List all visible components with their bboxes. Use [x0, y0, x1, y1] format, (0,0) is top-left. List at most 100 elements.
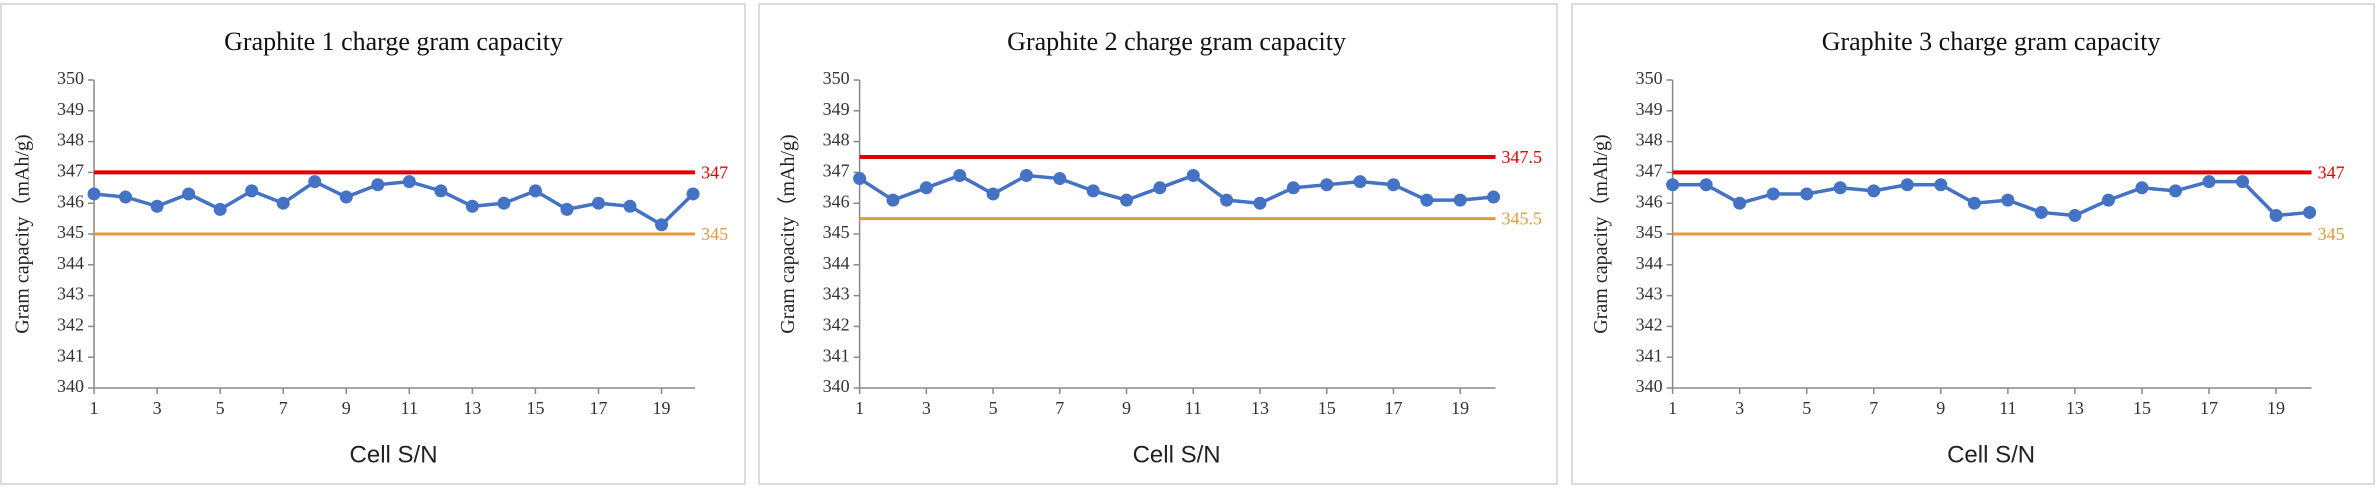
reference-label: 347: [701, 163, 728, 183]
y-tick-label: 340: [823, 376, 850, 396]
data-point: [2269, 209, 2283, 223]
y-tick-label: 341: [1636, 345, 1663, 365]
x-tick-label: 7: [1055, 398, 1064, 418]
x-tick-label: 13: [2066, 398, 2084, 418]
y-tick-label: 350: [57, 68, 84, 88]
data-point: [245, 184, 259, 198]
x-axis-label: Cell S/N: [1133, 441, 1221, 468]
data-point: [1086, 184, 1100, 198]
data-point: [2303, 205, 2317, 219]
x-tick-label: 11: [1185, 398, 1202, 418]
y-axis-label: Gram capacity（mAh/g): [11, 134, 34, 333]
data-point: [528, 184, 542, 198]
y-tick-label: 343: [823, 284, 850, 304]
y-tick-label: 345: [1636, 222, 1663, 242]
x-tick-label: 11: [401, 398, 418, 418]
y-tick-label: 343: [57, 284, 84, 304]
data-point: [1666, 178, 1680, 192]
data-point: [1053, 172, 1067, 186]
data-point: [182, 187, 196, 201]
data-point: [1867, 184, 1881, 198]
data-point: [1220, 193, 1234, 207]
x-tick-label: 3: [1735, 398, 1744, 418]
panel-frame: [1571, 3, 2375, 485]
y-tick-label: 345: [823, 222, 850, 242]
x-tick-label: 19: [2267, 398, 2285, 418]
data-point: [1320, 178, 1334, 192]
y-tick-label: 344: [1636, 253, 1663, 273]
data-point: [308, 175, 322, 189]
x-tick-label: 7: [1869, 398, 1878, 418]
y-tick-label: 348: [823, 130, 850, 150]
data-point: [2101, 193, 2115, 207]
data-point: [623, 199, 637, 213]
data-point: [2001, 193, 2015, 207]
y-tick-label: 344: [823, 253, 850, 273]
data-point: [2135, 181, 2149, 195]
y-tick-label: 350: [1636, 68, 1663, 88]
y-tick-label: 346: [1636, 191, 1663, 211]
chart-title: Graphite 2 charge gram capacity: [1007, 27, 1346, 56]
y-tick-label: 349: [1636, 99, 1663, 119]
data-point: [150, 199, 164, 213]
y-tick-label: 349: [823, 99, 850, 119]
data-point: [1120, 193, 1134, 207]
x-tick-label: 9: [1936, 398, 1945, 418]
x-tick-label: 1: [1668, 398, 1677, 418]
x-tick-label: 7: [279, 398, 288, 418]
data-point: [1286, 181, 1300, 195]
data-point: [1833, 181, 1847, 195]
data-point: [2168, 184, 2182, 198]
chart-title: Graphite 3 charge gram capacity: [1822, 27, 2161, 56]
x-tick-label: 17: [1384, 398, 1402, 418]
x-tick-label: 13: [1251, 398, 1269, 418]
data-point: [1420, 193, 1434, 207]
y-tick-label: 348: [57, 130, 84, 150]
chart-panel: Graphite 3 charge gram capacity Cell S/N G…: [1571, 3, 2375, 485]
data-point: [1800, 187, 1814, 201]
reference-label: 347: [2318, 163, 2345, 183]
x-tick-label: 1: [855, 398, 864, 418]
data-point: [1253, 196, 1267, 210]
y-tick-label: 342: [57, 315, 84, 335]
y-tick-label: 346: [823, 191, 850, 211]
data-point: [1934, 178, 1948, 192]
data-point: [886, 193, 900, 207]
chart-title: Graphite 1 charge gram capacity: [224, 27, 563, 56]
reference-label: 345: [2318, 224, 2345, 244]
x-axis-label: Cell S/N: [1947, 441, 2035, 468]
data-point: [2034, 205, 2048, 219]
data-point: [1733, 196, 1747, 210]
x-tick-label: 9: [342, 398, 351, 418]
reference-label: 345: [701, 224, 728, 244]
data-point: [1967, 196, 1981, 210]
x-tick-label: 17: [2200, 398, 2218, 418]
x-tick-label: 5: [216, 398, 225, 418]
y-tick-label: 340: [1636, 376, 1663, 396]
data-point: [1353, 175, 1367, 189]
data-point: [402, 175, 416, 189]
data-point: [1019, 168, 1033, 182]
x-tick-label: 19: [653, 398, 671, 418]
data-point: [1766, 187, 1780, 201]
data-point: [87, 187, 101, 201]
data-point: [953, 168, 967, 182]
data-point: [1453, 193, 1467, 207]
y-tick-label: 347: [1636, 161, 1663, 181]
x-tick-label: 19: [1451, 398, 1469, 418]
y-tick-label: 340: [57, 376, 84, 396]
y-tick-label: 348: [1636, 130, 1663, 150]
y-tick-label: 341: [823, 345, 850, 365]
data-point: [339, 190, 353, 204]
panel-frame: [0, 3, 746, 485]
y-tick-label: 342: [1636, 315, 1663, 335]
data-point: [655, 218, 669, 232]
data-point: [2202, 175, 2216, 189]
y-tick-label: 342: [823, 315, 850, 335]
y-tick-label: 347: [823, 161, 850, 181]
data-point: [1900, 178, 1914, 192]
y-axis-label: Gram capacity（mAh/g): [1589, 134, 1612, 333]
data-point: [1386, 178, 1400, 192]
x-tick-label: 5: [1802, 398, 1811, 418]
